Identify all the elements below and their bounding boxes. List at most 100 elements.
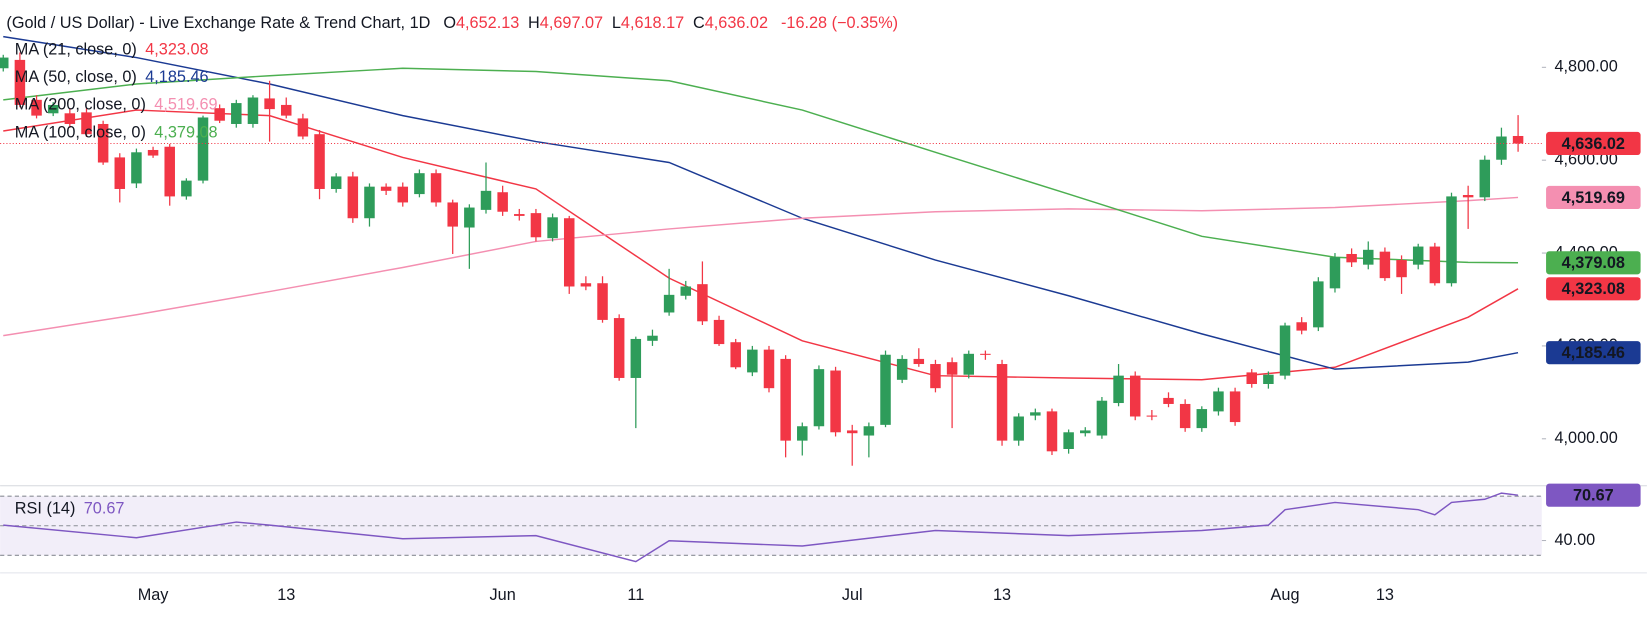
- legend-value: 4,519.69: [154, 96, 217, 114]
- ohlc-value: 4,618.17: [621, 14, 684, 32]
- x-tick-label: Jun: [490, 586, 516, 604]
- candle-body: [580, 283, 592, 287]
- candle-body: [946, 362, 958, 375]
- current-price-tag: 4,636.02: [1562, 135, 1625, 153]
- rsi-tag-bg: [1546, 483, 1641, 507]
- candle-body: [1429, 246, 1441, 284]
- legend-value: 4,185.46: [145, 68, 208, 86]
- candle-body: [530, 213, 542, 238]
- candle-body: [1113, 375, 1124, 404]
- candle-body: [830, 370, 841, 433]
- candle-body: [330, 176, 342, 189]
- ohlc-value: 4,636.02: [705, 14, 768, 32]
- candle-body: [996, 364, 1008, 441]
- candle-body: [1496, 136, 1507, 160]
- rsi-tick-label: 40.00: [1554, 531, 1595, 549]
- candle-body: [730, 342, 741, 368]
- candle-body: [514, 214, 525, 216]
- legend-entry: MA (200, close, 0) 4,519.69: [15, 96, 218, 114]
- price-axis: [1541, 0, 1647, 627]
- ohlc-value: 4,652.13: [456, 14, 519, 32]
- ma-price-tag-bg: [1546, 185, 1641, 210]
- y-tick-label: 4,800.00: [1554, 58, 1617, 76]
- x-tick-label: Jul: [842, 586, 863, 604]
- candle-body: [663, 294, 675, 313]
- candle-body: [1446, 196, 1457, 284]
- ma-price-tag-bg: [1546, 277, 1641, 301]
- candle-body: [1313, 281, 1324, 328]
- change: -16.28 (−0.35%): [781, 14, 898, 32]
- rsi-legend: RSI (14) 70.67: [15, 500, 125, 518]
- candle-body: [231, 103, 242, 124]
- candle-body: [1146, 415, 1158, 417]
- legend-name: MA (50, close, 0): [15, 68, 137, 86]
- candle-body: [1346, 253, 1357, 263]
- candle-body: [647, 335, 658, 341]
- candle-body: [1196, 409, 1208, 429]
- candle-body: [464, 207, 475, 228]
- candle-body: [264, 98, 275, 110]
- legend-name: MA (21, close, 0): [15, 41, 137, 59]
- candle-body: [1046, 411, 1058, 452]
- candle-body: [114, 157, 126, 189]
- candle-body: [447, 202, 458, 227]
- candle-body: [414, 173, 425, 195]
- moving-average-line: [3, 196, 1519, 337]
- candle-body: [0, 57, 9, 69]
- x-tick-label: 13: [1376, 586, 1394, 604]
- overlay: 4,000.004,200.004,400.004,600.004,800.00…: [15, 41, 1641, 604]
- legend-entry: MA (50, close, 0) 4,185.46: [15, 68, 209, 86]
- candle-body: [497, 192, 508, 212]
- candle-body: [31, 99, 42, 116]
- x-tick-label: 11: [627, 586, 644, 604]
- candle-body: [763, 349, 775, 389]
- candle-body: [364, 186, 375, 219]
- candle-body: [64, 113, 76, 124]
- ohlc-key: C: [693, 14, 705, 32]
- candle-body: [1396, 260, 1407, 278]
- legend-entry: MA (100, close, 0) 4,379.08: [15, 124, 218, 142]
- legend-entry: MA (21, close, 0) 4,323.08: [15, 41, 209, 59]
- legend-name: MA (100, close, 0): [15, 124, 146, 142]
- candle-body: [846, 430, 858, 434]
- candle-body: [1296, 322, 1307, 331]
- candle-body: [896, 358, 908, 380]
- candle-body: [963, 353, 975, 375]
- candle-body: [1179, 403, 1191, 429]
- candle-body: [1329, 257, 1341, 289]
- legend-name: MA (200, close, 0): [15, 96, 146, 114]
- candle-body: [630, 338, 642, 378]
- candle-body: [380, 186, 392, 191]
- candle-body: [1063, 432, 1074, 449]
- chart-title: (Gold / US Dollar) - Live Exchange Rate …: [6, 14, 430, 32]
- ma-price-tag: 4,519.69: [1562, 189, 1625, 207]
- candle-body: [1096, 400, 1108, 436]
- candle-body: [1030, 412, 1041, 416]
- candle-body: [131, 152, 142, 184]
- candle-body: [81, 112, 92, 135]
- candle-body: [1512, 135, 1524, 144]
- candle-body: [397, 186, 409, 203]
- candle-body: [247, 97, 259, 124]
- x-tick-label: May: [138, 586, 170, 604]
- candle-body: [780, 358, 791, 441]
- x-tick-label: 13: [277, 586, 295, 604]
- candle-body: [1229, 391, 1241, 423]
- candle-body: [980, 353, 991, 355]
- candle-body: [1213, 391, 1224, 412]
- candle-body: [1379, 251, 1391, 279]
- candle-body: [1363, 249, 1374, 265]
- candle-body: [430, 173, 442, 203]
- candle-body: [563, 218, 575, 287]
- x-tick-label: 13: [993, 586, 1011, 604]
- candle-body: [680, 286, 692, 296]
- candle-body: [1263, 374, 1274, 384]
- candle-body: [347, 176, 359, 219]
- candle-body: [713, 319, 725, 345]
- candle-body: [97, 123, 109, 163]
- candle-body: [147, 149, 159, 156]
- ohlc-key: L: [612, 14, 621, 32]
- candle-body: [747, 349, 758, 373]
- candle-body: [480, 190, 492, 210]
